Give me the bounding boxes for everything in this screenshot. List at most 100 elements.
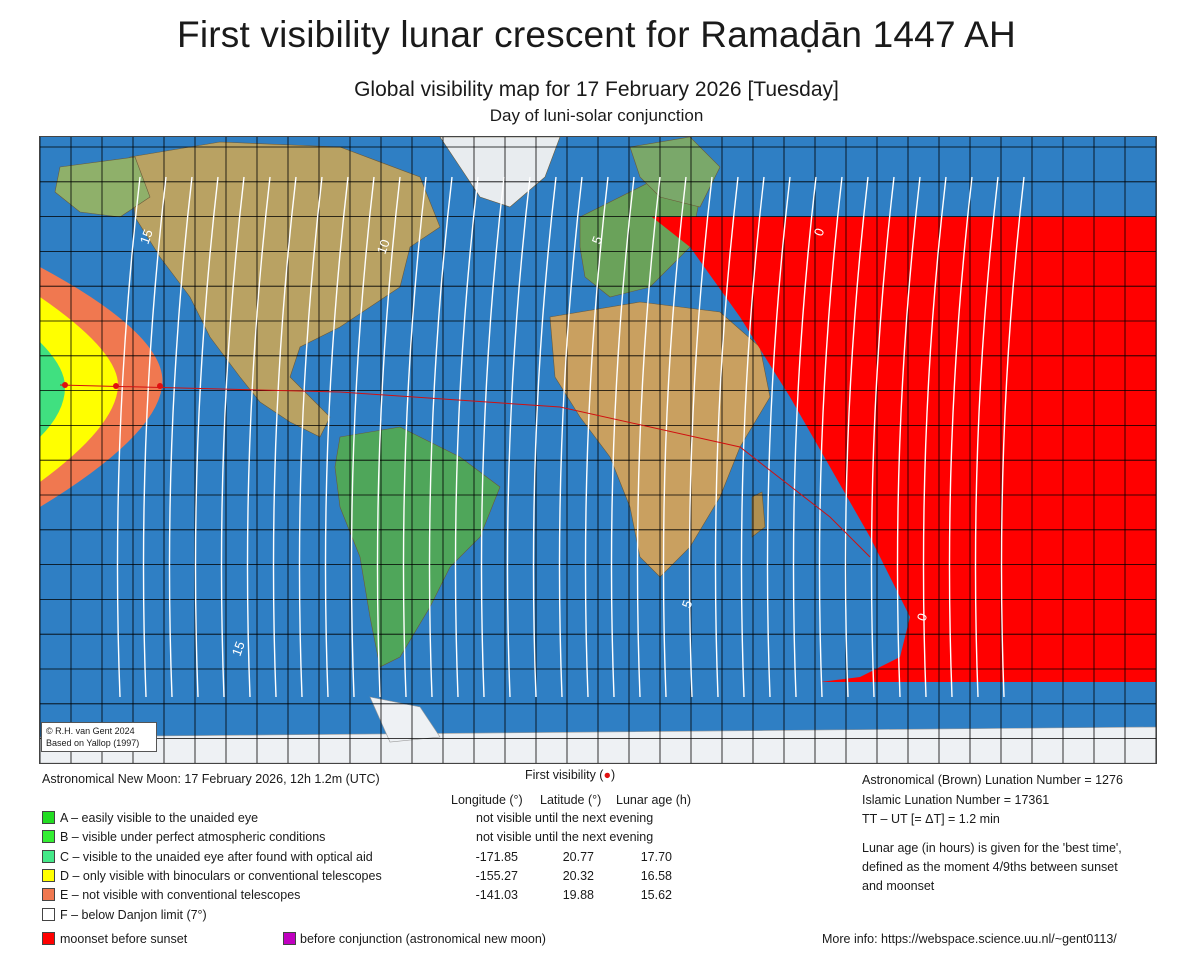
contour-line [584, 176, 609, 698]
contour-line [922, 176, 947, 698]
map-credit: © R.H. van Gent 2024 Based on Yallop (19… [41, 722, 157, 752]
contour-line [402, 176, 427, 698]
legend-swatch-e [42, 888, 55, 901]
contour-line [454, 176, 479, 698]
contour-line [688, 176, 713, 698]
legend-swatch-before-conjunction [283, 932, 296, 945]
page-title: First visibility lunar crescent for Rama… [177, 14, 1016, 55]
land-scandinavia [629, 137, 721, 208]
graticule [40, 137, 1156, 763]
legend-c-longitude: -171.85 [475, 850, 518, 864]
legend-e-longitude: -141.03 [475, 888, 518, 902]
contour-label: 10 [374, 237, 393, 256]
contour-line [974, 176, 999, 698]
legend-label-f: F – below Danjon limit (7°) [60, 908, 207, 922]
legend-e-age: 15.62 [640, 888, 672, 902]
land-south-america [334, 426, 501, 668]
zone-d [40, 297, 119, 482]
legend-label-b: B – visible under perfect atmospheric co… [60, 830, 326, 844]
islamic-lunation-number: Islamic Lunation Number = 17361 [862, 793, 1050, 807]
contour-line [818, 176, 843, 698]
contour-line [246, 176, 271, 698]
first-visibility-heading: First visibility (●) [525, 768, 615, 782]
contour-line [844, 176, 869, 698]
contour-line [662, 176, 687, 698]
land-greenland [439, 137, 561, 208]
legend-label-moonset: moonset before sunset [60, 932, 188, 946]
contour-line [740, 176, 765, 698]
contour-label: 15 [137, 227, 156, 246]
contour-line [558, 176, 583, 698]
contour-line [870, 176, 895, 698]
contour-line [766, 176, 791, 698]
contour-line [350, 176, 375, 698]
contour-line [142, 176, 167, 698]
contour-label: 0 [811, 226, 828, 238]
contour-line [714, 176, 739, 698]
new-moon-time: Astronomical New Moon: 17 February 2026,… [42, 772, 380, 786]
contour-line [532, 176, 557, 698]
lunar-age-note-3: and moonset [862, 879, 935, 893]
first-visibility-dot-icon: ● [603, 768, 612, 782]
contour-line [610, 176, 635, 698]
legend-d-latitude: 20.32 [562, 869, 594, 883]
legend-row-a-status: not visible until the next evening [476, 811, 654, 825]
first-visibility-markers [62, 382, 163, 389]
land-madagascar [751, 491, 766, 538]
legend-d-longitude: -155.27 [475, 869, 518, 883]
contour-line [896, 176, 921, 698]
contour-line [792, 176, 817, 698]
lunar-age-note-1: Lunar age (in hours) is given for the 'b… [862, 841, 1122, 855]
legend-c-age: 17.70 [640, 850, 672, 864]
legend-swatch-c [42, 850, 55, 863]
contour-line [948, 176, 973, 698]
col-latitude: Latitude (°) [540, 793, 602, 807]
legend-swatch-d [42, 869, 55, 882]
map-subtitle: Global visibility map for 17 February 20… [354, 78, 839, 101]
moonset-before-sunset-zone [652, 217, 1156, 682]
contour-label: 5 [589, 234, 606, 246]
credit-source: Based on Yallop (1997) [46, 738, 140, 748]
crescent-contour-lines [116, 176, 1025, 698]
first-visibility-marker [157, 383, 163, 389]
first-visibility-heading-text: First visibility ( [525, 768, 604, 782]
visibility-map: 15 10 5 0 15 5 0 [39, 136, 1157, 764]
contour-line [194, 176, 219, 698]
legend-swatch-b [42, 830, 55, 843]
contour-line [506, 176, 531, 698]
first-visibility-marker [62, 382, 68, 388]
legend-label-before-conjunction: before conjunction (astronomical new moo… [300, 932, 546, 946]
contour-line [220, 176, 245, 698]
first-visibility-marker [113, 383, 119, 389]
contour-line [298, 176, 323, 698]
legend-e-latitude: 19.88 [562, 888, 594, 902]
credit-author: © R.H. van Gent 2024 [46, 726, 135, 736]
legend-label-e: E – not visible with conventional telesc… [60, 888, 301, 902]
contour-label: 5 [679, 598, 696, 610]
contour-line [116, 176, 141, 698]
legend-swatch-moonset [42, 932, 55, 945]
contour-line [428, 176, 453, 698]
legend-label-c: C – visible to the unaided eye after fou… [60, 850, 373, 864]
contour-label: 0 [914, 611, 931, 623]
col-lunar-age: Lunar age (h) [616, 793, 692, 807]
delta-t: TT – UT [= ΔT] = 1.2 min [862, 812, 1000, 826]
contour-line [376, 176, 401, 698]
contour-line [480, 176, 505, 698]
contour-line [324, 176, 349, 698]
contour-label: 15 [229, 639, 248, 658]
more-info-link[interactable]: More info: https://webspace.science.uu.n… [822, 932, 1117, 946]
lunar-age-note-2: defined as the moment 4/9ths between sun… [862, 860, 1118, 874]
first-visibility-path [59, 384, 871, 558]
legend-label-a: A – easily visible to the unaided eye [60, 811, 259, 825]
legend-label-d: D – only visible with binoculars or conv… [60, 869, 382, 883]
zone-c [40, 342, 65, 437]
legend-swatch-a [42, 811, 55, 824]
contour-line [636, 176, 661, 698]
legend-row-b-status: not visible until the next evening [476, 830, 654, 844]
legend-swatch-f [42, 908, 55, 921]
col-longitude: Longitude (°) [451, 793, 523, 807]
legend-d-age: 16.58 [640, 869, 672, 883]
legend-c-latitude: 20.77 [562, 850, 594, 864]
contour-line [272, 176, 297, 698]
